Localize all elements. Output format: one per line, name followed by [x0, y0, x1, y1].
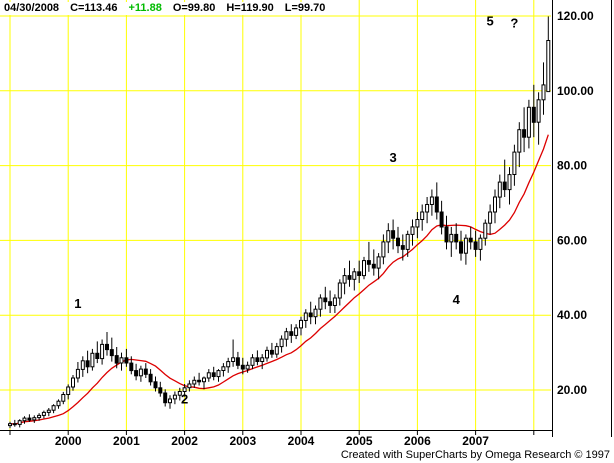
svg-text:2000: 2000 [55, 434, 82, 448]
close-label: C=113.46 [70, 2, 118, 14]
svg-text:60.00: 60.00 [557, 233, 587, 247]
svg-text:1: 1 [74, 296, 81, 311]
svg-text:3: 3 [389, 150, 396, 165]
svg-text:40.00: 40.00 [557, 308, 587, 322]
open-label: O=99.80 [172, 2, 216, 14]
low-label: L=99.70 [284, 2, 326, 14]
svg-text:20.00: 20.00 [557, 383, 587, 397]
svg-text:4: 4 [453, 292, 461, 307]
svg-text:2001: 2001 [113, 434, 140, 448]
svg-text:120.00: 120.00 [557, 9, 594, 23]
svg-text:5: 5 [486, 14, 493, 29]
svg-text:2003: 2003 [229, 434, 256, 448]
status-bar: 04/30/2008 C=113.46 +11.88 O=99.80 H=119.90 L… [4, 2, 340, 15]
svg-text:100.00: 100.00 [557, 84, 594, 98]
change-label: +11.88 [128, 2, 162, 14]
svg-text:2: 2 [181, 391, 188, 406]
credit-text: Created with SuperCharts by Omega Resear… [340, 449, 610, 461]
svg-text:2007: 2007 [462, 434, 489, 448]
svg-text:2004: 2004 [288, 434, 315, 448]
date-label: 04/30/2008 [4, 2, 60, 14]
svg-text:2006: 2006 [404, 434, 431, 448]
svg-text:?: ? [510, 16, 518, 31]
svg-text:80.00: 80.00 [557, 159, 587, 173]
svg-text:2005: 2005 [346, 434, 373, 448]
svg-text:2002: 2002 [171, 434, 198, 448]
high-label: H=119.90 [226, 2, 274, 14]
